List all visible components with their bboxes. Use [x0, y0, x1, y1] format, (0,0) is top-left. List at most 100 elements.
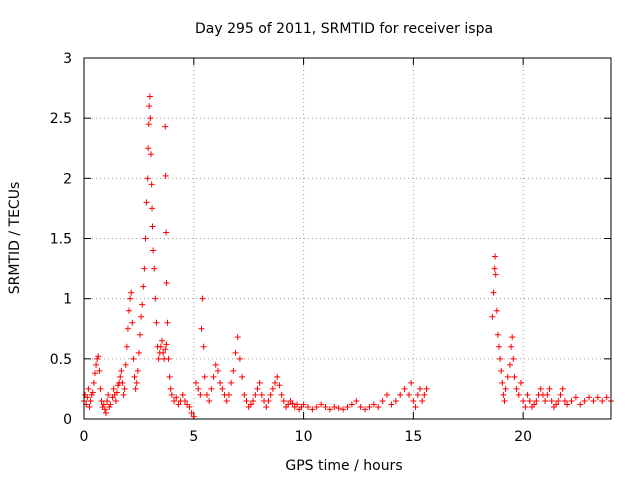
data-point	[117, 373, 124, 380]
data-point	[126, 307, 133, 314]
data-point	[256, 379, 263, 386]
data-point	[493, 307, 500, 314]
data-point	[331, 403, 338, 410]
data-point	[121, 385, 128, 392]
data-point	[136, 331, 143, 338]
data-point	[236, 355, 243, 362]
data-point	[285, 401, 292, 408]
data-point	[147, 151, 154, 158]
data-point	[568, 397, 575, 404]
x-tick-label: 10	[295, 429, 313, 445]
data-point	[421, 391, 428, 398]
data-point	[247, 401, 254, 408]
data-point	[168, 391, 175, 398]
data-point	[112, 397, 119, 404]
data-point	[95, 353, 102, 360]
data-point	[96, 367, 103, 374]
data-point	[146, 93, 153, 100]
data-point	[537, 385, 544, 392]
data-point	[214, 367, 221, 374]
data-point	[272, 379, 279, 386]
x-tick-label: 0	[80, 429, 89, 445]
data-point	[188, 409, 195, 416]
data-point	[340, 406, 347, 413]
data-point	[419, 397, 426, 404]
data-point	[155, 355, 162, 362]
chart-title: Day 295 of 2011, SRMTID for receiver isp…	[195, 21, 493, 37]
data-point	[110, 385, 117, 392]
data-point	[511, 373, 518, 380]
data-point	[370, 401, 377, 408]
data-point	[86, 403, 93, 410]
data-point	[326, 406, 333, 413]
data-point	[100, 401, 107, 408]
data-point	[510, 355, 517, 362]
y-tick-label: 2.5	[50, 111, 72, 127]
data-point	[232, 349, 239, 356]
data-point	[225, 391, 232, 398]
data-point	[500, 391, 507, 398]
data-point	[91, 370, 98, 377]
data-point	[388, 401, 395, 408]
data-point	[590, 397, 597, 404]
data-point	[146, 103, 153, 110]
data-point	[318, 401, 325, 408]
data-point	[243, 397, 250, 404]
x-tick-label: 5	[189, 429, 198, 445]
data-point	[186, 403, 193, 410]
data-point	[269, 385, 276, 392]
data-point	[412, 403, 419, 410]
data-point	[160, 349, 167, 356]
data-point	[300, 401, 307, 408]
data-point	[524, 391, 531, 398]
data-point	[219, 385, 226, 392]
data-point	[195, 385, 202, 392]
data-point	[392, 397, 399, 404]
data-point	[384, 391, 391, 398]
data-point	[208, 385, 215, 392]
y-tick-label: 0.5	[50, 352, 72, 368]
data-point	[250, 397, 257, 404]
data-point	[502, 385, 509, 392]
data-point	[379, 397, 386, 404]
data-point	[163, 341, 170, 348]
data-point	[105, 391, 112, 398]
data-point	[557, 391, 564, 398]
data-point	[559, 385, 566, 392]
data-point	[166, 373, 173, 380]
data-point	[165, 355, 172, 362]
data-point	[131, 373, 138, 380]
data-point	[217, 379, 224, 386]
y-axis-label: SRMTID / TECUs	[7, 182, 23, 295]
data-point	[98, 397, 105, 404]
data-point	[497, 355, 504, 362]
data-point	[564, 401, 571, 408]
data-point	[118, 367, 125, 374]
data-point	[544, 391, 551, 398]
data-point	[594, 394, 601, 401]
data-point	[127, 295, 134, 302]
data-point	[603, 394, 610, 401]
data-point	[517, 379, 524, 386]
x-axis-label: GPS time / hours	[285, 458, 402, 474]
data-point	[119, 379, 126, 386]
data-point	[254, 385, 261, 392]
data-point	[498, 367, 505, 374]
data-point	[135, 349, 142, 356]
data-point	[408, 379, 415, 386]
data-point	[416, 385, 423, 392]
data-point	[357, 403, 364, 410]
data-point	[134, 367, 141, 374]
data-point	[162, 123, 169, 130]
data-point	[142, 235, 149, 242]
data-point	[93, 361, 100, 368]
data-point	[344, 403, 351, 410]
data-point	[102, 409, 109, 416]
data-point	[171, 397, 178, 404]
data-point	[132, 385, 139, 392]
data-points	[81, 93, 614, 420]
data-point	[84, 394, 91, 401]
data-point	[182, 397, 189, 404]
data-point	[157, 343, 164, 350]
y-tick-label: 1.5	[50, 232, 72, 248]
